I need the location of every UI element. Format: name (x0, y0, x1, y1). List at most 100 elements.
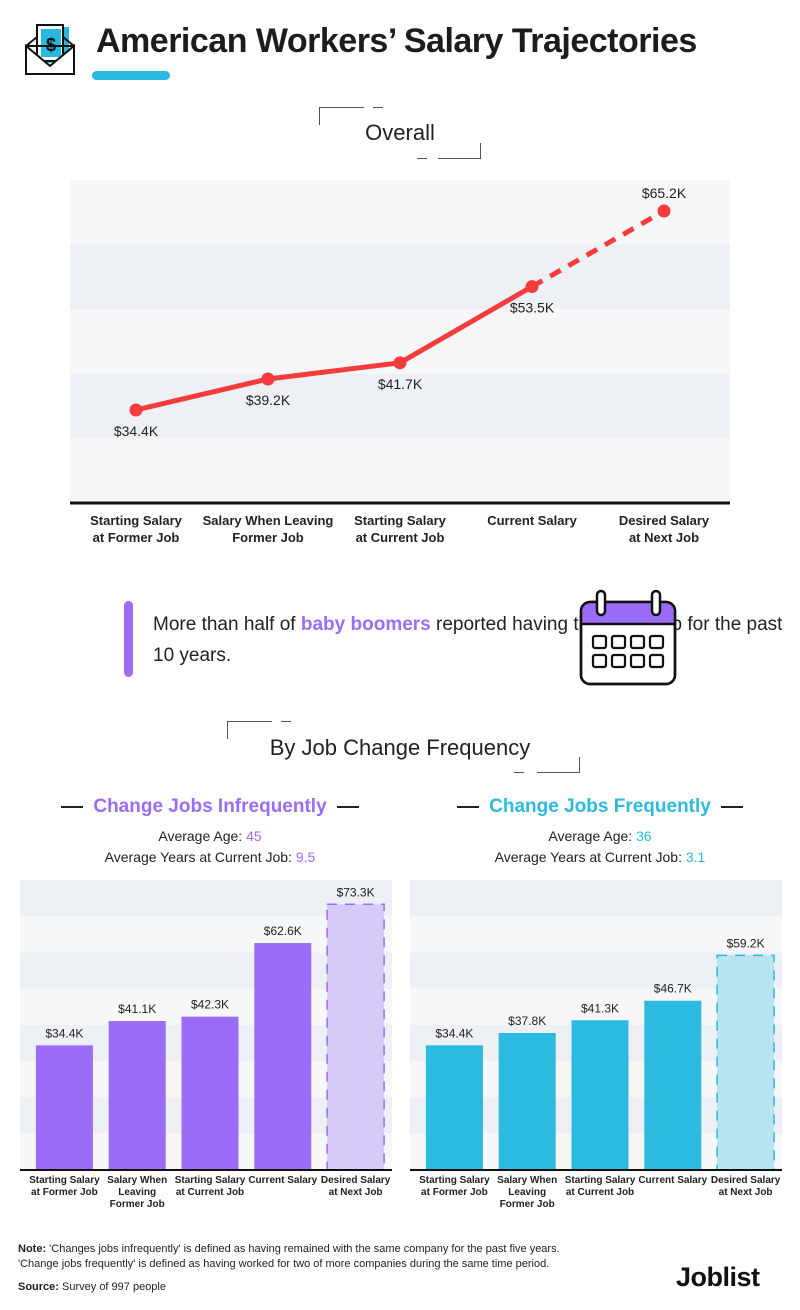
title-dash (720, 805, 743, 808)
callout-accent-bar (124, 601, 133, 677)
data-label: $34.4K (114, 423, 159, 439)
data-point (261, 372, 275, 386)
line-segment (133, 376, 271, 413)
source-label: Source: (18, 1281, 59, 1293)
title-bracket-bottom-dash (514, 772, 524, 773)
data-label: $42.3K (191, 998, 229, 1012)
data-label: $41.7K (378, 376, 423, 392)
data-label: $59.2K (727, 936, 765, 950)
x-tick-label: Desired Salary at Next Job (618, 513, 710, 545)
title-bracket-top (227, 721, 272, 739)
title-dash (336, 805, 359, 808)
average-years-value: 9.5 (295, 849, 316, 865)
bar (498, 1032, 556, 1170)
note-line-2: 'Change jobs frequently' is defined as h… (18, 1258, 550, 1270)
data-label: $34.4K (435, 1026, 473, 1040)
data-point (393, 356, 407, 370)
projected-bar (716, 954, 775, 1171)
x-tick-label: Current Salary (638, 1175, 708, 1186)
grid-band (70, 438, 730, 503)
title-bracket-top-dash (281, 721, 291, 722)
data-label: $53.5K (510, 300, 555, 316)
title-bracket-bottom-dash (417, 158, 427, 159)
title-dash (457, 805, 480, 808)
joblist-logo: Joblist (676, 1262, 760, 1292)
average-age: Average Age: 45 (20, 826, 400, 847)
title-bracket-top-dash (373, 107, 383, 108)
section-title-overall: Overall (365, 120, 435, 145)
envelope-dollar-icon: $ (22, 24, 78, 76)
grid-band (410, 916, 782, 953)
projected-bar (326, 903, 385, 1171)
group-title-text: Change Jobs Infrequently (93, 796, 327, 817)
average-age-label: Average Age: (158, 828, 247, 844)
data-point (657, 204, 671, 218)
x-tick-label: Salary When Leaving Former Job (497, 1175, 558, 1210)
average-age-label: Average Age: (548, 828, 637, 844)
overall-line-chart: $34.4K $39.2K $41.7K $53.5K $65.2K (70, 180, 730, 505)
source: Source: Survey of 997 people (18, 1281, 166, 1293)
bar (425, 1045, 483, 1170)
x-tick-label: Starting Salary at Current Job (174, 1175, 246, 1198)
callout-highlight: baby boomers (300, 614, 431, 635)
average-years: Average Years at Current Job: 9.5 (20, 847, 400, 868)
line-segment (265, 360, 403, 382)
x-tick-label: Starting Salary at Former Job (90, 513, 182, 545)
title-bracket-bottom (438, 143, 481, 159)
callout-text: More than half of baby boomers reported … (153, 609, 800, 671)
grid-band (70, 373, 730, 439)
x-tick-label: Desired Salary at Next Job (710, 1175, 781, 1198)
source-text: Survey of 997 people (58, 1281, 166, 1293)
data-point (129, 403, 143, 417)
infrequent-bar-chart: $34.4K $41.1K $42.3K $62.6K $73.3K (20, 880, 392, 1171)
x-tick-label: Starting Salary at Current Job (564, 1175, 636, 1198)
bar (644, 1000, 702, 1170)
x-tick-label: Current Salary (248, 1175, 318, 1186)
x-tick-label: Starting Salary at Former Job (419, 1175, 490, 1198)
data-point (525, 280, 539, 294)
data-label: $41.3K (581, 1001, 619, 1015)
title-bracket-bottom (537, 757, 580, 773)
note-label: Note: (18, 1243, 47, 1255)
page-title: American Workers’ Salary Trajectories (96, 22, 697, 60)
x-tick-label: Salary When Leaving Former Job (107, 1175, 168, 1210)
x-tick-label: Starting Salary at Former Job (29, 1175, 100, 1198)
x-tick-label: Starting Salary at Current Job (354, 513, 446, 545)
projected-line-segment (530, 208, 666, 289)
section-title-frequency: By Job Change Frequency (269, 735, 531, 760)
data-label: $73.3K (337, 885, 375, 899)
grid-band (410, 880, 782, 917)
x-tick-label: Current Salary (487, 513, 577, 528)
data-label: $62.6K (264, 924, 302, 938)
group-header-infrequent: Change Jobs Infrequently Average Age: 45… (20, 796, 400, 868)
bar (108, 1021, 166, 1170)
group-title: Change Jobs Frequently (410, 796, 790, 818)
title-dash (61, 805, 84, 808)
average-years-value: 3.1 (685, 849, 706, 865)
group-title-text: Change Jobs Frequently (489, 796, 711, 817)
group-header-frequent: Change Jobs Frequently Average Age: 36 A… (410, 796, 790, 868)
bar (571, 1020, 629, 1170)
footnote: Note: 'Changes jobs infrequently' is def… (18, 1242, 560, 1272)
group-title: Change Jobs Infrequently (20, 796, 400, 818)
data-label: $39.2K (246, 392, 291, 408)
data-label: $46.7K (654, 982, 692, 996)
note-line-1: 'Changes jobs infrequently' is defined a… (46, 1243, 560, 1255)
x-tick-label: Desired Salary at Next Job (320, 1175, 391, 1198)
average-age-value: 36 (636, 828, 652, 844)
average-years-label: Average Years at Current Job: (494, 849, 686, 865)
data-label: $34.4K (45, 1026, 83, 1040)
grid-band (70, 180, 730, 245)
grid-band (70, 244, 730, 310)
calendar-icon (578, 588, 678, 686)
data-label: $65.2K (642, 185, 687, 201)
bar (181, 1016, 239, 1170)
line-segment (397, 284, 535, 366)
average-age-value: 45 (246, 828, 262, 844)
data-label: $41.1K (118, 1002, 156, 1016)
average-years: Average Years at Current Job: 3.1 (410, 847, 790, 868)
average-years-label: Average Years at Current Job: (104, 849, 296, 865)
frequent-bar-chart: $34.4K $37.8K $41.3K $46.7K $59.2K (410, 880, 782, 1171)
title-underline (92, 71, 170, 80)
x-tick-label: Salary When Leaving Former Job (202, 513, 334, 545)
